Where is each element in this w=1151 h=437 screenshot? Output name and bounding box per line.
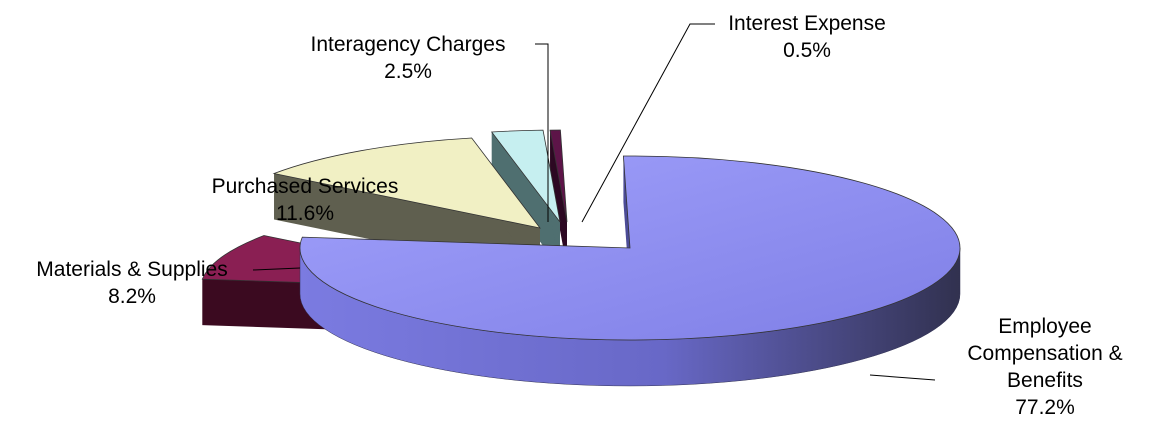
slice-wall <box>550 130 567 268</box>
leader-line-materials <box>252 267 301 271</box>
leader-line-interagency <box>535 43 549 222</box>
slice-top <box>272 137 541 229</box>
label-name-line: Benefits <box>1007 369 1083 392</box>
label-name-line: Purchased Services <box>212 175 399 198</box>
pie-slice-employee <box>299 155 961 387</box>
leader-line-interest <box>581 23 715 223</box>
pie-slice-interest <box>549 129 568 268</box>
leader-line-employee <box>869 374 936 381</box>
leader-line-layer <box>252 23 936 381</box>
label-name-line: Materials & Supplies <box>36 258 227 281</box>
label-layer: Employee Compensation & Benefits 77.2% Mater… <box>36 12 1122 419</box>
pie-slice-interagency <box>490 129 561 268</box>
label-interest: Interest Expense 0.5% <box>728 12 886 62</box>
slice-top <box>490 129 561 223</box>
label-purchased: Purchased Services 11.6% <box>212 175 399 225</box>
label-name-line: Compensation & <box>967 342 1122 365</box>
label-percent: 0.5% <box>783 39 831 62</box>
slice-top <box>549 129 568 223</box>
label-interagency: Interagency Charges 2.5% <box>311 33 506 83</box>
label-name-line: Employee <box>998 315 1091 338</box>
label-name-line: Interagency Charges <box>311 33 506 56</box>
slice-layer <box>201 129 961 387</box>
label-percent: 11.6% <box>276 202 334 225</box>
label-percent: 2.5% <box>384 60 432 83</box>
label-employee: Employee Compensation & Benefits 77.2% <box>967 315 1122 419</box>
slice-wall <box>491 131 560 268</box>
slice-top <box>299 155 961 341</box>
label-percent: 8.2% <box>108 285 156 308</box>
label-materials: Materials & Supplies 8.2% <box>36 258 227 308</box>
label-percent: 77.2% <box>1015 396 1075 419</box>
label-name-line: Interest Expense <box>728 12 886 35</box>
